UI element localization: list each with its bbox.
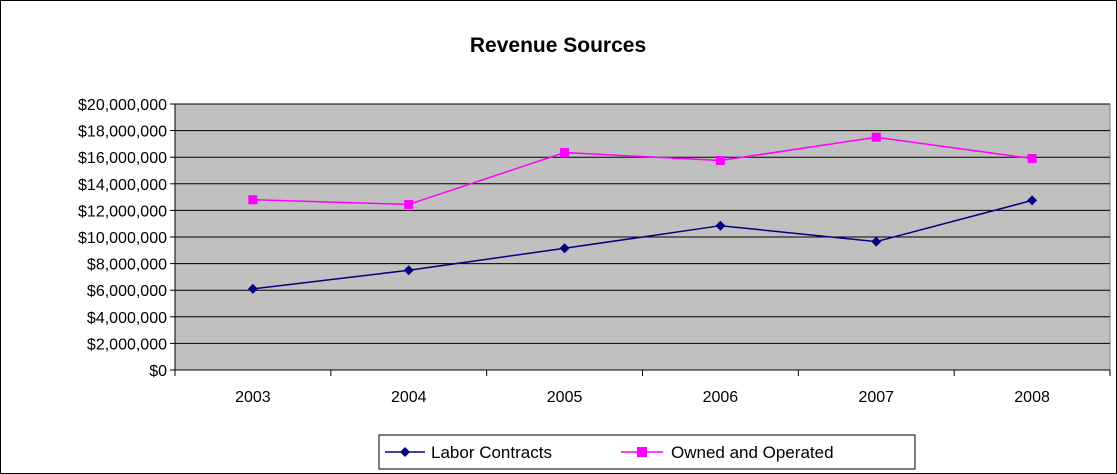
data-point-labor-contracts — [1027, 195, 1038, 206]
legend-marker-owned-and-operated — [637, 447, 647, 457]
series-layer — [247, 132, 1038, 294]
chart-title: Revenue Sources — [470, 34, 646, 57]
data-point-labor-contracts — [247, 283, 258, 294]
y-tick-label: $2,000,000 — [87, 336, 167, 353]
y-tick-label: $20,000,000 — [78, 97, 167, 114]
data-point-owned-and-operated — [560, 148, 570, 158]
y-tick-label: $4,000,000 — [87, 310, 167, 327]
data-point-labor-contracts — [871, 236, 882, 247]
y-tick-label: $16,000,000 — [78, 150, 167, 167]
legend-label-labor-contracts: Labor Contracts — [431, 443, 552, 462]
x-tick-label: 2007 — [858, 389, 894, 406]
legend-label-owned-and-operated: Owned and Operated — [671, 443, 834, 462]
data-point-labor-contracts — [559, 243, 570, 254]
data-point-owned-and-operated — [1027, 154, 1037, 164]
y-tick-label: $14,000,000 — [78, 177, 167, 194]
series-line-owned-and-operated — [252, 136, 1033, 206]
x-tick-label: 2004 — [391, 389, 427, 406]
x-tick-label: 2003 — [235, 389, 271, 406]
legend-item-owned-and-operated: Owned and Operated — [621, 443, 834, 462]
legend-item-labor-contracts: Labor Contracts — [385, 443, 552, 462]
y-tick-label: $8,000,000 — [87, 257, 167, 274]
data-point-labor-contracts — [715, 220, 726, 231]
data-point-owned-and-operated — [248, 195, 258, 205]
data-point-owned-and-operated — [871, 132, 881, 142]
legend: Labor Contracts Owned and Operated — [378, 434, 916, 470]
x-tick-label: 2005 — [547, 389, 583, 406]
x-tick-label: 2006 — [703, 389, 739, 406]
data-point-owned-and-operated — [715, 156, 725, 166]
y-tick-label: $0 — [149, 363, 167, 380]
data-point-labor-contracts — [403, 265, 414, 276]
gridlines — [175, 103, 1110, 344]
y-tick-label: $18,000,000 — [78, 124, 167, 141]
y-tick-label: $12,000,000 — [78, 203, 167, 220]
x-axis-ticks: 2003 2004 2005 2006 2007 2008 — [174, 369, 1111, 406]
y-tick-label: $10,000,000 — [78, 230, 167, 247]
data-point-owned-and-operated — [404, 199, 414, 209]
y-tick-label: $6,000,000 — [87, 283, 167, 300]
x-tick-label: 2008 — [1014, 389, 1050, 406]
legend-marker-labor-contracts — [400, 447, 410, 457]
y-axis-ticks: $0 $2,000,000 $4,000,000 $6,000,000 $8,000,0… — [78, 97, 176, 380]
series-line-labor-contracts — [252, 199, 1033, 290]
